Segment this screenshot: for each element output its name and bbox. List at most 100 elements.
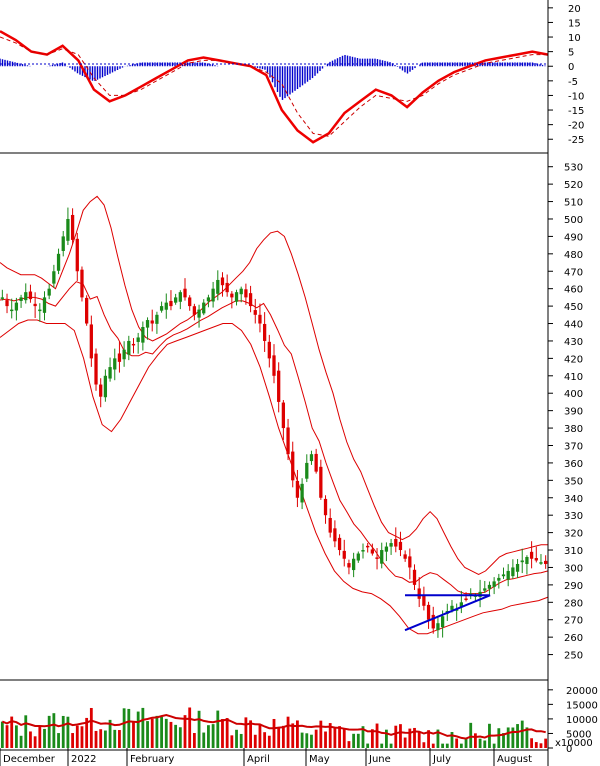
candle-body [431,614,435,629]
candle-body [225,282,229,293]
candle-body [122,349,126,360]
candle-body [94,353,98,385]
price-tick-label: 370 [564,441,583,452]
candle-body [356,553,360,561]
candle-body [520,560,524,563]
candle-body [361,550,365,552]
candle-body [389,543,393,547]
candle-body [351,558,356,571]
candle-body [286,427,290,455]
candle-body [398,541,403,551]
candle-body [295,480,300,498]
candle-body [113,358,117,370]
price-tick-label: 350 [564,476,583,487]
candle-body [525,557,529,564]
candle-body [56,253,61,271]
price-tick-label: 330 [564,511,583,522]
candle-body [328,517,332,533]
macd-line [0,30,549,144]
macd-tick-label: 20 [568,4,581,15]
candle-body [529,551,534,559]
candle-body [384,546,389,552]
candle-body [464,598,468,601]
candle-body [14,302,19,311]
volume-tick-label: 5000 [566,729,591,740]
price-y-axis: 530 520 510 500 490 480 470 460 450 440 430 420 410 4… [548,163,583,662]
month-label: July [432,754,451,765]
price-tick-label: 480 [564,250,583,261]
candle-body [262,323,267,341]
candle-body [422,595,426,606]
price-tick-label: 400 [564,389,583,400]
candle-body [183,288,187,298]
candle-body [145,320,150,328]
candle-body [544,560,548,564]
macd-y-axis: 20 15 10 5 0 -5 -10 -15 -20 -25 [548,4,584,146]
month-label: 2022 [71,754,96,765]
candle-body [501,574,506,577]
candle-body [403,554,407,559]
candle-body [211,288,215,302]
macd-panel: 20 15 10 5 0 -5 -10 -15 -20 -25 [0,4,584,146]
bollinger-bands [0,195,549,635]
candles [0,207,548,638]
candle-body [216,279,220,294]
candle-body [178,292,182,302]
macd-tick-label: -25 [568,135,584,146]
price-tick-label: 490 [564,232,583,243]
candle-body [534,558,538,561]
candle-body [497,577,501,581]
month-label: December [3,754,56,765]
macd-tick-label: -5 [568,77,578,88]
month-label: February [130,754,174,765]
candle-body [103,375,108,398]
candle-body [511,567,515,577]
candle-body [337,537,342,551]
candle-body [0,297,4,299]
macd-tick-label: 15 [568,18,581,29]
signal-line [0,36,548,137]
candle-body [169,300,173,307]
candle-body [131,343,136,346]
macd-tick-label: 5 [568,48,574,59]
candle-body [492,581,496,587]
candle-body [80,269,84,298]
candle-body [408,556,412,568]
volume-tick-label: 0 [566,744,572,755]
candle-body [47,288,51,296]
candle-body [202,302,206,314]
price-tick-label: 520 [564,180,583,191]
candle-body [38,309,42,312]
price-tick-label: 320 [564,529,583,540]
volume-bars [0,707,548,748]
candle-body [52,271,56,284]
volume-tick-label: 20000 [566,686,598,697]
price-tick-label: 530 [564,163,583,174]
candle-body [417,588,421,599]
candle-body [487,584,492,589]
price-tick-label: 510 [564,198,583,209]
candle-body [230,293,234,298]
candle-body [314,453,318,472]
candle-body [117,353,122,362]
candle-body [440,616,445,628]
candle-body [5,300,9,307]
price-tick-label: 390 [564,407,583,418]
candle-body [309,454,314,462]
macd-tick-label: 0 [568,62,574,73]
candle-body [33,303,37,307]
candle-body [42,297,47,313]
candle-body [192,306,197,315]
candle-body [342,550,346,559]
candle-body [305,462,309,479]
candle-body [61,236,65,251]
triangle-pattern [404,594,491,632]
candle-body [515,563,520,572]
price-tick-label: 300 [564,563,583,574]
candle-body [291,451,295,481]
candle-body [277,370,281,402]
price-tick-label: 420 [564,354,583,365]
